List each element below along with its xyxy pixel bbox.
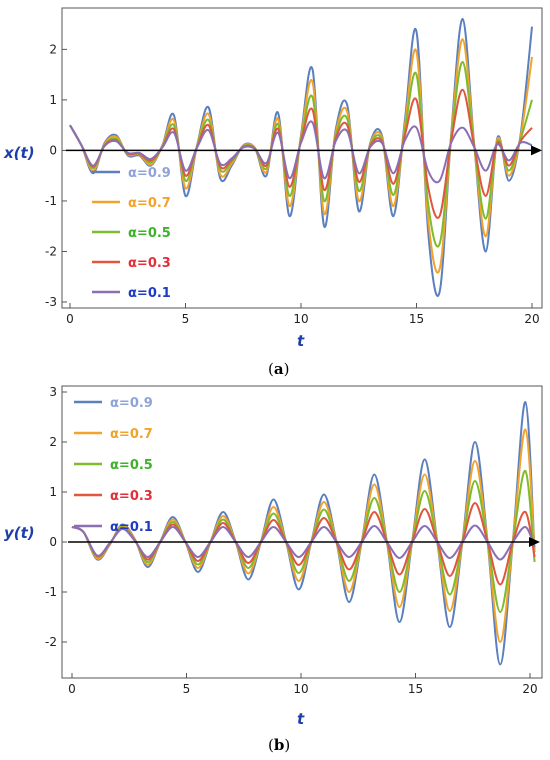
series-line-3: [69, 60, 533, 248]
y-ticks-a: -3 -2 -1 0 1 2: [45, 42, 67, 309]
y-tick-label: 2: [49, 435, 57, 449]
y-tick-label: -3: [45, 295, 57, 309]
y-axis-label-a: x(t): [3, 144, 35, 162]
series-line-5: [69, 120, 533, 184]
x-axis-label-a: t: [297, 332, 305, 350]
y-tick-label: 1: [49, 485, 57, 499]
legend-label: α=0.3: [110, 489, 153, 504]
y-tick-label: 1: [49, 93, 57, 107]
legend-label: α=0.7: [128, 196, 171, 211]
y-tick-label: -1: [45, 194, 57, 208]
legend-label: α=0.1: [110, 520, 153, 535]
x-tick-label: 5: [182, 312, 190, 326]
x-ticks-a: 0 5 10 15 20: [66, 303, 540, 326]
x-tick-label: 20: [522, 682, 537, 696]
y-tick-label: 0: [49, 143, 57, 157]
x-tick-label: 10: [293, 312, 308, 326]
series-line-1: [69, 18, 533, 297]
zero-axis-arrow-b: [68, 537, 540, 547]
x-tick-label: 15: [409, 312, 424, 326]
arrow-head: [531, 145, 542, 156]
y-tick-label: 0: [49, 535, 57, 549]
panel-caption-b: (b): [268, 736, 290, 754]
x-tick-label: 0: [68, 682, 76, 696]
y-tick-label: 3: [49, 385, 57, 399]
series-line-4: [71, 502, 536, 586]
x-tick-label: 0: [66, 312, 74, 326]
arrow-head: [529, 537, 540, 547]
legend-label: α=0.5: [128, 226, 171, 241]
legend-label: α=0.3: [128, 256, 171, 271]
series-group-b: [71, 400, 536, 666]
legend-label: α=0.9: [128, 166, 171, 181]
plot-frame-b: [61, 385, 543, 679]
x-axis-label-b: t: [297, 710, 305, 728]
x-tick-label: 20: [524, 312, 539, 326]
legend-label: α=0.7: [110, 427, 153, 442]
x-tick-label: 10: [293, 682, 308, 696]
y-tick-label: -2: [45, 244, 57, 258]
series-line-4: [69, 88, 533, 219]
x-tick-label: 15: [408, 682, 423, 696]
legend-a: α=0.9 α=0.7 α=0.5 α=0.3 α=0.1: [92, 166, 171, 301]
y-tick-label: 2: [49, 42, 57, 56]
panel-caption-a: (a): [268, 360, 289, 378]
x-ticks-b: 0 5 10 15 20: [68, 673, 538, 696]
series-line-5: [71, 524, 536, 561]
legend-label: α=0.1: [128, 286, 171, 301]
legend-label: α=0.5: [110, 458, 153, 473]
zero-axis-arrow-a: [66, 145, 542, 156]
legend-label: α=0.9: [110, 396, 153, 411]
y-tick-label: -2: [45, 635, 57, 649]
series-group-a: [69, 18, 533, 297]
x-tick-label: 5: [183, 682, 191, 696]
plot-frame-a: [61, 7, 543, 309]
legend-b: α=0.9 α=0.7 α=0.5 α=0.3 α=0.1: [74, 396, 153, 535]
y-tick-label: -1: [45, 585, 57, 599]
y-ticks-b: -2 -1 0 1 2 3: [45, 385, 67, 649]
y-axis-label-b: y(t): [4, 524, 35, 542]
